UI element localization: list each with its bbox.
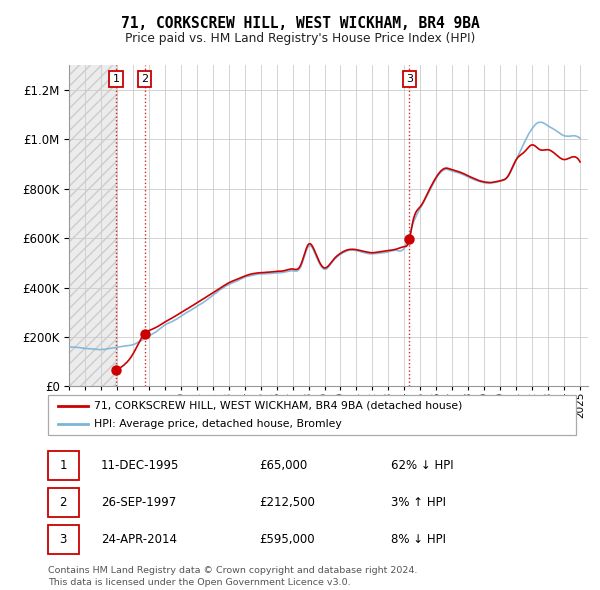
FancyBboxPatch shape (48, 451, 79, 480)
Text: 1: 1 (113, 74, 119, 84)
Text: HPI: Average price, detached house, Bromley: HPI: Average price, detached house, Brom… (94, 419, 342, 429)
Text: Contains HM Land Registry data © Crown copyright and database right 2024.: Contains HM Land Registry data © Crown c… (48, 566, 418, 575)
FancyBboxPatch shape (48, 488, 79, 517)
Text: 8% ↓ HPI: 8% ↓ HPI (391, 533, 446, 546)
Text: £212,500: £212,500 (259, 496, 315, 509)
Text: This data is licensed under the Open Government Licence v3.0.: This data is licensed under the Open Gov… (48, 578, 350, 587)
Text: 11-DEC-1995: 11-DEC-1995 (101, 459, 179, 472)
Text: 2: 2 (59, 496, 67, 509)
Text: £65,000: £65,000 (259, 459, 307, 472)
Text: 24-APR-2014: 24-APR-2014 (101, 533, 177, 546)
Text: £595,000: £595,000 (259, 533, 315, 546)
FancyBboxPatch shape (48, 525, 79, 553)
Text: Price paid vs. HM Land Registry's House Price Index (HPI): Price paid vs. HM Land Registry's House … (125, 32, 475, 45)
Bar (69, 65, 116, 386)
Text: 1: 1 (59, 459, 67, 472)
Text: 71, CORKSCREW HILL, WEST WICKHAM, BR4 9BA (detached house): 71, CORKSCREW HILL, WEST WICKHAM, BR4 9B… (94, 401, 463, 411)
Text: 3: 3 (406, 74, 413, 84)
FancyBboxPatch shape (48, 395, 576, 435)
Bar (69, 65, 116, 386)
Text: 62% ↓ HPI: 62% ↓ HPI (391, 459, 454, 472)
Text: 3% ↑ HPI: 3% ↑ HPI (391, 496, 446, 509)
Text: 71, CORKSCREW HILL, WEST WICKHAM, BR4 9BA: 71, CORKSCREW HILL, WEST WICKHAM, BR4 9B… (121, 16, 479, 31)
Text: 2: 2 (141, 74, 148, 84)
Text: 3: 3 (59, 533, 67, 546)
Text: 26-SEP-1997: 26-SEP-1997 (101, 496, 176, 509)
